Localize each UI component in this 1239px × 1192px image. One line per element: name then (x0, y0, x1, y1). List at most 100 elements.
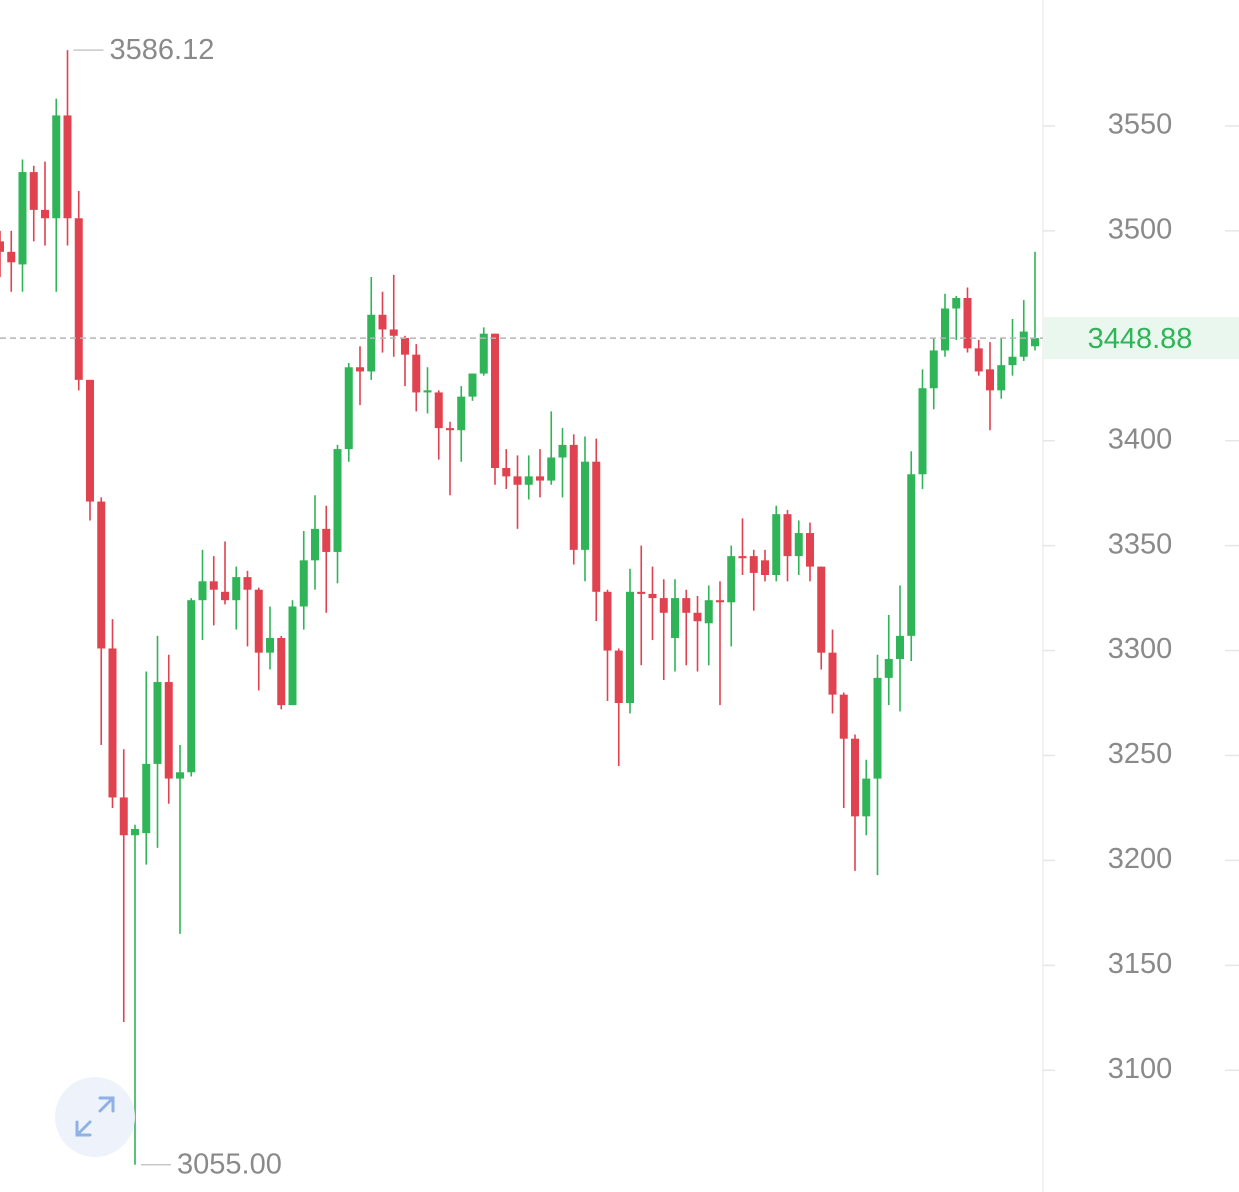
candle-body (592, 461, 601, 592)
candle-body (502, 467, 511, 477)
candle-body (119, 797, 128, 836)
candle-body (918, 388, 927, 475)
candle-body (254, 589, 263, 653)
candle-body (401, 337, 409, 355)
candle-body (749, 556, 758, 573)
candle-body (164, 682, 173, 779)
candle-body (41, 209, 49, 219)
candle-body (277, 637, 286, 706)
candle-body (693, 612, 702, 622)
candle-body (378, 314, 387, 330)
candle-body (243, 577, 252, 590)
candle-body (131, 828, 139, 836)
candle-body (187, 600, 196, 773)
candle-body (1031, 338, 1039, 347)
candle-body (851, 738, 859, 817)
candle-body (637, 591, 646, 594)
y-tick-label: 3100 (1108, 1053, 1173, 1085)
annotation-label: 3055.00 (177, 1148, 282, 1180)
candle-body (198, 581, 207, 601)
candle-body (513, 476, 522, 485)
candle-body (524, 476, 533, 485)
candle-body (457, 396, 466, 431)
y-tick-label: 3350 (1108, 528, 1173, 560)
candle-body (716, 600, 724, 603)
y-tick-label: 3550 (1108, 109, 1173, 141)
candle-body (614, 650, 623, 704)
candle-body (569, 444, 578, 550)
candle-body (423, 390, 432, 393)
candle-body (873, 677, 882, 779)
candle-body (974, 348, 983, 372)
candle-body (839, 694, 848, 739)
candle-body (558, 444, 567, 458)
candle-body (1008, 356, 1017, 366)
y-tick-label: 3300 (1108, 633, 1173, 665)
candle-body (142, 763, 151, 834)
candle-body (659, 598, 668, 613)
candle-body (389, 329, 398, 336)
candle-body (536, 476, 544, 481)
candle-body (412, 354, 421, 393)
candle-body (153, 682, 162, 764)
candle-body (738, 556, 747, 559)
candle-body (761, 560, 769, 576)
candle-body (29, 172, 38, 210)
candle-body (772, 514, 781, 576)
candle-body (929, 350, 938, 389)
candle-body (682, 598, 691, 613)
candle-body (727, 556, 736, 603)
candle-body (862, 778, 871, 817)
candle-body (7, 251, 16, 263)
candle-body (0, 241, 4, 252)
candle-body (288, 606, 297, 706)
last-price-tag (1043, 317, 1239, 360)
last-price-label: 3448.88 (1088, 323, 1193, 355)
candle-body (322, 528, 331, 552)
candle-body (367, 314, 376, 372)
candle-body (108, 648, 117, 798)
candle-body (63, 115, 72, 219)
candle-body (648, 593, 657, 599)
candle-body (817, 566, 826, 653)
candle-body (907, 474, 916, 636)
candle-body (581, 461, 589, 550)
candle-body (986, 369, 994, 391)
y-tick-label: 3400 (1108, 423, 1173, 455)
candle-body (434, 392, 443, 429)
candle-body (806, 533, 814, 567)
candle-body (963, 298, 972, 349)
candle-body (547, 457, 556, 481)
candle-body (86, 379, 94, 502)
candle-body (941, 308, 949, 351)
expand-button[interactable] (55, 1077, 135, 1157)
candle-body (1019, 331, 1028, 357)
expand-bg[interactable] (55, 1077, 135, 1157)
candle-body (479, 333, 488, 374)
candle-body (671, 598, 679, 638)
candle-body (468, 373, 477, 397)
candle-body (333, 449, 342, 552)
candle-body (299, 560, 308, 607)
candle-body (626, 591, 634, 704)
candle-body (209, 581, 218, 590)
y-tick-label: 3250 (1108, 738, 1173, 770)
candle-body (828, 652, 837, 695)
y-tick-label: 3500 (1108, 214, 1173, 246)
candle-body (52, 115, 61, 219)
candle-body (221, 591, 229, 601)
candle-body (18, 172, 27, 265)
candle-body (997, 365, 1006, 391)
expand-icon[interactable] (75, 1096, 115, 1137)
candle-body (311, 528, 319, 561)
y-tick-label: 3150 (1108, 948, 1173, 980)
candle-body (704, 600, 713, 624)
candle-body (97, 501, 106, 649)
candle-body (603, 591, 612, 651)
candle-body (794, 533, 803, 557)
candle-body (884, 658, 893, 678)
candle-body (783, 514, 792, 557)
